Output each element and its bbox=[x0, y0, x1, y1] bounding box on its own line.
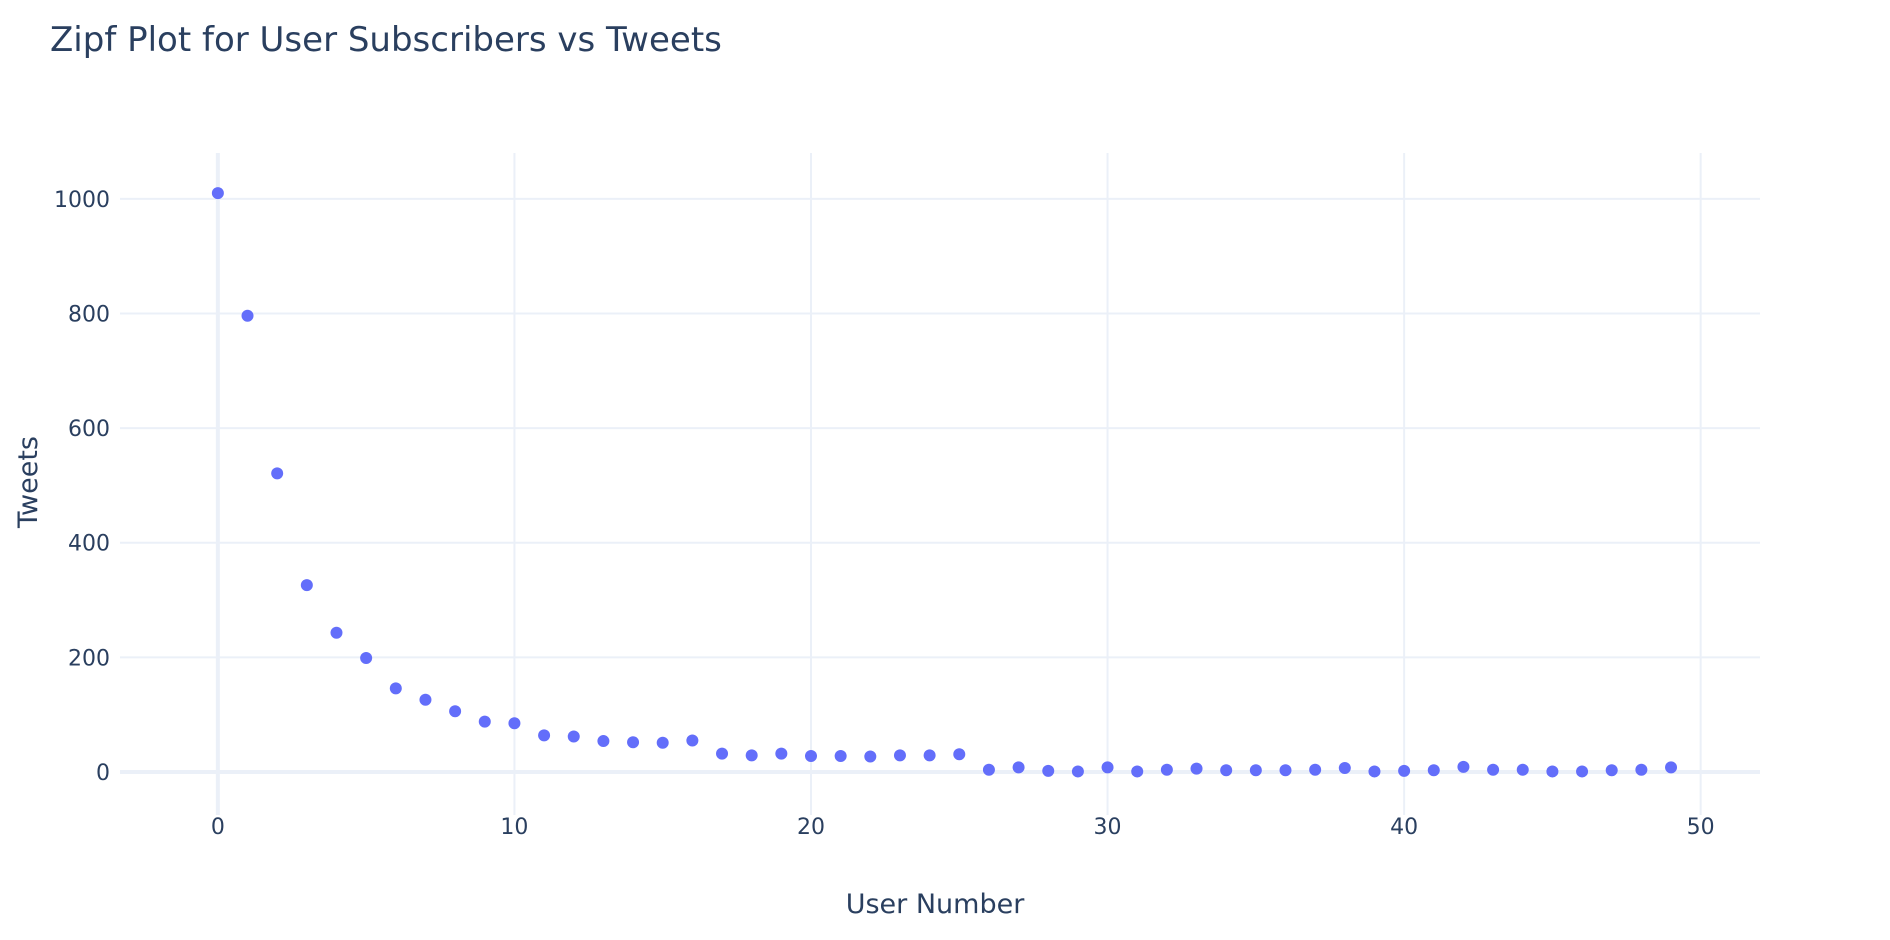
chart-title: Zipf Plot for User Subscribers vs Tweets bbox=[50, 20, 722, 60]
data-point[interactable] bbox=[1427, 764, 1440, 777]
y-tick-label: 200 bbox=[68, 646, 110, 671]
x-axis-title: User Number bbox=[846, 889, 1025, 920]
data-point[interactable] bbox=[1487, 763, 1500, 776]
x-tick-label: 0 bbox=[211, 815, 225, 840]
data-point[interactable] bbox=[449, 705, 462, 718]
x-tick-label: 20 bbox=[797, 815, 825, 840]
data-point[interactable] bbox=[389, 682, 402, 695]
data-point[interactable] bbox=[834, 749, 847, 762]
data-point[interactable] bbox=[1457, 760, 1470, 773]
data-point[interactable] bbox=[1309, 763, 1322, 776]
data-point[interactable] bbox=[478, 715, 491, 728]
data-point[interactable] bbox=[597, 735, 610, 748]
data-markers bbox=[211, 187, 1678, 778]
data-point[interactable] bbox=[804, 749, 817, 762]
data-point[interactable] bbox=[1546, 765, 1559, 778]
data-point[interactable] bbox=[1101, 761, 1114, 774]
data-point[interactable] bbox=[923, 749, 936, 762]
x-tick-label: 40 bbox=[1390, 815, 1418, 840]
data-point[interactable] bbox=[1368, 765, 1381, 778]
data-point[interactable] bbox=[1160, 763, 1173, 776]
data-point[interactable] bbox=[1012, 761, 1025, 774]
data-point[interactable] bbox=[300, 579, 313, 592]
data-point[interactable] bbox=[656, 736, 669, 749]
data-point[interactable] bbox=[567, 730, 580, 743]
data-point[interactable] bbox=[1071, 765, 1084, 778]
data-point[interactable] bbox=[1220, 764, 1233, 777]
data-point[interactable] bbox=[211, 187, 224, 200]
data-point[interactable] bbox=[360, 651, 373, 664]
data-point[interactable] bbox=[1398, 764, 1411, 777]
y-tick-label: 800 bbox=[68, 302, 110, 327]
data-point[interactable] bbox=[1279, 764, 1292, 777]
data-point[interactable] bbox=[538, 729, 551, 742]
y-axis-title: Tweets bbox=[13, 436, 44, 529]
data-point[interactable] bbox=[1249, 764, 1262, 777]
x-tick-label: 30 bbox=[1094, 815, 1122, 840]
y-tick-label: 0 bbox=[96, 761, 110, 786]
data-point[interactable] bbox=[1516, 763, 1529, 776]
data-point[interactable] bbox=[1635, 763, 1648, 776]
data-point[interactable] bbox=[745, 749, 758, 762]
data-point[interactable] bbox=[1338, 762, 1351, 775]
x-tick-label: 10 bbox=[500, 815, 528, 840]
x-tick-label: 50 bbox=[1687, 815, 1715, 840]
data-point[interactable] bbox=[627, 736, 640, 749]
tick-labels: 0 10 20 30 40 50 0 200 400 600 800 1000 bbox=[54, 188, 1715, 840]
data-point[interactable] bbox=[686, 734, 699, 747]
data-point[interactable] bbox=[1576, 765, 1589, 778]
data-point[interactable] bbox=[953, 748, 966, 761]
y-tick-label: 400 bbox=[68, 532, 110, 557]
data-point[interactable] bbox=[271, 467, 284, 480]
data-point[interactable] bbox=[775, 747, 788, 760]
data-point[interactable] bbox=[1190, 762, 1203, 775]
data-point[interactable] bbox=[419, 693, 432, 706]
data-point[interactable] bbox=[864, 750, 877, 763]
data-point[interactable] bbox=[982, 763, 995, 776]
data-point[interactable] bbox=[330, 626, 343, 639]
data-point[interactable] bbox=[716, 747, 729, 760]
data-point[interactable] bbox=[241, 309, 254, 322]
data-point[interactable] bbox=[1665, 761, 1678, 774]
grid-lines bbox=[120, 153, 1760, 815]
y-tick-label: 1000 bbox=[54, 188, 110, 213]
data-point[interactable] bbox=[1605, 764, 1618, 777]
data-point[interactable] bbox=[508, 717, 521, 730]
data-point[interactable] bbox=[1131, 765, 1144, 778]
y-tick-label: 600 bbox=[68, 417, 110, 442]
data-point[interactable] bbox=[1042, 764, 1055, 777]
data-point[interactable] bbox=[893, 749, 906, 762]
